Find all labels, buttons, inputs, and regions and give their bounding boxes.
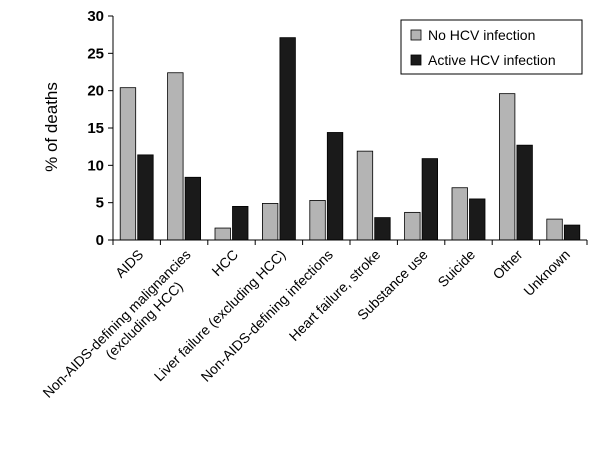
bar-active-hcv: [469, 198, 486, 241]
bar-no-hcv: [119, 87, 137, 241]
y-axis: 0 5 10 15 20 25 30: [87, 8, 114, 249]
legend-label-active-hcv: Active HCV infection: [428, 52, 556, 68]
legend-label-no-hcv: No HCV infection: [428, 27, 535, 43]
x-tick-label: HCC: [208, 246, 241, 279]
bar-active-hcv: [374, 217, 391, 241]
bar-active-hcv: [232, 205, 249, 241]
y-tick-label: 0: [96, 232, 104, 249]
bar-active-hcv: [137, 154, 154, 241]
x-tick-label: Other: [489, 246, 525, 282]
legend: No HCV infection Active HCV infection: [400, 19, 583, 75]
y-tick-label: 15: [87, 120, 104, 137]
y-tick-label: 10: [87, 157, 104, 174]
bar-no-hcv: [498, 93, 516, 241]
x-tick-label: Suicide: [434, 246, 478, 290]
legend-swatch-no-hcv: [410, 29, 422, 41]
bar-no-hcv: [546, 218, 563, 241]
y-tick-label: 30: [87, 8, 104, 25]
bar-active-hcv: [326, 132, 344, 241]
bars: [119, 37, 581, 241]
bar-active-hcv: [421, 158, 439, 241]
y-tick-label: 20: [87, 83, 104, 100]
y-tick-label: 25: [87, 45, 104, 62]
y-tick-label: 5: [96, 195, 104, 212]
bar-no-hcv: [167, 72, 184, 241]
bar-active-hcv: [563, 224, 581, 241]
bar-no-hcv: [309, 200, 326, 241]
bar-active-hcv: [516, 144, 533, 241]
bar-no-hcv: [261, 203, 279, 241]
x-tick-label: AIDS: [112, 246, 146, 280]
bar-no-hcv: [451, 187, 468, 241]
legend-box: [400, 19, 583, 75]
bar-no-hcv: [356, 150, 374, 241]
bar-no-hcv: [404, 211, 421, 241]
bar-no-hcv: [214, 227, 231, 241]
legend-swatch-active-hcv: [410, 54, 422, 66]
bar-active-hcv: [279, 37, 296, 241]
x-tick-label: Heart failure, stroke: [286, 246, 384, 344]
y-axis-label: % of deaths: [42, 82, 61, 172]
bar-active-hcv: [184, 176, 202, 241]
x-tick-label: Unknown: [520, 246, 573, 299]
